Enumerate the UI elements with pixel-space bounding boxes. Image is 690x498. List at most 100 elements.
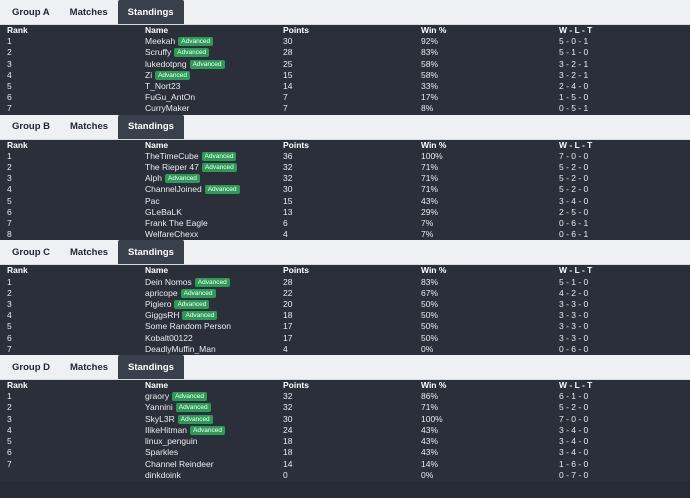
tab-standings[interactable]: Standings <box>117 0 184 24</box>
player-name: Alph <box>145 173 163 184</box>
points-cell: 14 <box>283 81 293 92</box>
group-section: Group B Matches Standings Rank Name Poin… <box>0 114 690 241</box>
wlt-cell: 3 - 3 - 0 <box>559 332 589 343</box>
header-points: Points <box>283 265 309 276</box>
name-cell: DeadlyMuffin_Man <box>145 344 283 355</box>
wlt-cell: 5 - 2 - 0 <box>559 162 589 173</box>
header-win-percent: Win % <box>421 265 447 276</box>
wlt-cell: 3 - 4 - 0 <box>559 436 589 447</box>
table-row: 3 lukedotpng Advanced 25 58% 3 - 2 - 1 <box>0 59 690 70</box>
win-percent-cell: 71% <box>421 162 439 173</box>
wlt-cell: 7 - 0 - 0 <box>559 150 589 161</box>
table-row: 4 ChannelJoined Advanced 30 71% 5 - 2 - 0 <box>0 184 690 195</box>
tab-standings[interactable]: Standings <box>118 355 184 380</box>
win-percent-cell: 50% <box>421 321 439 332</box>
name-cell: FuGu_AntOn <box>145 92 283 103</box>
name-cell: T_Nort23 <box>145 81 283 92</box>
tab-group[interactable]: Group D <box>12 361 50 373</box>
wlt-cell: 5 - 1 - 0 <box>559 47 589 58</box>
table-row: 2 apricope Advanced 22 67% 4 - 2 - 0 <box>0 288 690 299</box>
win-percent-cell: 0% <box>421 343 434 354</box>
player-name: SkyL3R <box>145 413 175 424</box>
tab-matches[interactable]: Matches <box>70 361 109 373</box>
win-percent-cell: 33% <box>421 81 439 92</box>
group-tab-bar: Group B Matches Standings <box>0 114 690 140</box>
player-name: Zi <box>145 69 153 80</box>
tab-matches[interactable]: Matches <box>69 6 108 18</box>
name-cell: Kobalt00122 <box>145 333 283 344</box>
standings-page: Group A Matches Standings Rank Name Poin… <box>0 0 690 481</box>
wlt-cell: 5 - 2 - 0 <box>559 173 589 184</box>
wlt-cell: 0 - 6 - 1 <box>559 229 589 240</box>
win-percent-cell: 50% <box>421 310 439 321</box>
name-cell: linux_penguin <box>145 436 283 447</box>
group-tab-bar: Group A Matches Standings <box>0 0 690 25</box>
tab-group[interactable]: Group B <box>12 121 50 133</box>
rank-cell: 3 <box>7 173 12 184</box>
player-name: GiggsRH <box>145 310 180 321</box>
points-cell: 24 <box>283 424 293 435</box>
rank-cell: 2 <box>7 402 12 413</box>
win-percent-cell: 7% <box>421 218 434 229</box>
tab-standings[interactable]: Standings <box>118 114 184 139</box>
wlt-cell: 7 - 0 - 0 <box>559 413 589 424</box>
standings-table: Rank Name Points Win % W - L - T 1 TheTi… <box>0 139 690 241</box>
points-cell: 18 <box>283 310 293 321</box>
advanced-badge: Advanced <box>175 403 211 413</box>
advanced-badge: Advanced <box>180 288 216 298</box>
player-name: apricope <box>145 287 178 298</box>
name-cell: Frank The Eagle <box>145 218 283 229</box>
points-cell: 15 <box>283 69 293 80</box>
name-cell: ChannelJoined Advanced <box>145 184 283 195</box>
table-row: 7 CurryMaker 7 8% 0 - 5 - 1 <box>0 103 690 114</box>
name-cell: Sparkles <box>145 447 283 458</box>
header-win-percent: Win % <box>421 380 447 391</box>
rank-cell: 6 <box>7 447 12 458</box>
name-cell: Meekah Advanced <box>145 36 283 47</box>
header-wlt: W - L - T <box>559 25 593 35</box>
wlt-cell: 3 - 2 - 1 <box>559 69 589 80</box>
table-row: 6 Kobalt00122 17 50% 3 - 3 - 0 <box>0 333 690 344</box>
player-name: Meekah <box>145 36 176 47</box>
rank-cell: 2 <box>7 47 12 58</box>
table-row: 2 Scruffy Advanced 28 83% 5 - 1 - 0 <box>0 47 690 58</box>
tab-group[interactable]: Group C <box>12 246 50 258</box>
win-percent-cell: 0% <box>421 469 434 480</box>
table-row: 4 GiggsRH Advanced 18 50% 3 - 3 - 0 <box>0 310 690 321</box>
tab-matches[interactable]: Matches <box>70 246 109 258</box>
rank-cell: 4 <box>7 310 12 321</box>
name-cell: Zi Advanced <box>145 70 283 81</box>
table-row: 4 IlikeHitman Advanced 24 43% 3 - 4 - 0 <box>0 425 690 436</box>
advanced-badge: Advanced <box>201 151 237 161</box>
advanced-badge: Advanced <box>189 59 225 69</box>
header-points: Points <box>283 139 309 150</box>
rank-cell: 1 <box>7 391 12 402</box>
win-percent-cell: 14% <box>421 458 439 469</box>
table-row: 1 Meekah Advanced 30 92% 5 - 0 - 1 <box>0 36 690 47</box>
name-cell: IlikeHitman Advanced <box>145 425 283 436</box>
tab-matches[interactable]: Matches <box>70 121 109 133</box>
table-row: 1 TheTimeCube Advanced 36 100% 7 - 0 - 0 <box>0 151 690 162</box>
points-cell: 17 <box>283 321 293 332</box>
header-win-percent: Win % <box>421 139 447 150</box>
points-cell: 20 <box>283 299 293 310</box>
win-percent-cell: 29% <box>421 206 439 217</box>
player-name: linux_penguin <box>145 436 198 447</box>
table-row: 7 Frank The Eagle 6 7% 0 - 6 - 1 <box>0 218 690 229</box>
tab-group[interactable]: Group A <box>12 6 50 18</box>
wlt-cell: 1 - 6 - 0 <box>559 458 589 469</box>
wlt-cell: 0 - 5 - 1 <box>559 103 589 114</box>
points-cell: 0 <box>283 469 288 480</box>
wlt-cell: 0 - 6 - 1 <box>559 218 589 229</box>
win-percent-cell: 100% <box>421 150 443 161</box>
table-row: 3 SkyL3R Advanced 30 100% 7 - 0 - 0 <box>0 414 690 425</box>
tab-standings[interactable]: Standings <box>118 240 184 265</box>
group-section: Group A Matches Standings Rank Name Poin… <box>0 0 690 115</box>
player-name: The Rieper 47 <box>145 162 199 173</box>
win-percent-cell: 8% <box>421 103 434 114</box>
name-cell: Alph Advanced <box>145 173 283 184</box>
win-percent-cell: 100% <box>421 413 443 424</box>
wlt-cell: 4 - 2 - 0 <box>559 287 589 298</box>
name-cell: CurryMaker <box>145 103 283 114</box>
points-cell: 15 <box>283 195 293 206</box>
